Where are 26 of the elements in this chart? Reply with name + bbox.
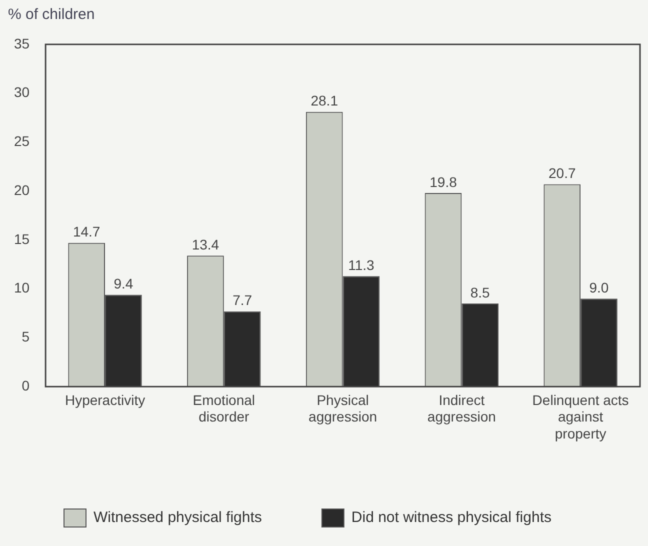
x-tick-label: Hyperactivity (64, 392, 146, 408)
x-tick-label: Physical aggression (308, 392, 378, 425)
data-label: 13.4 (192, 236, 220, 252)
data-label: 20.7 (548, 165, 576, 182)
data-label: 7.7 (232, 292, 252, 308)
data-label: 9.4 (114, 276, 134, 292)
y-tick-label: 20 (14, 182, 30, 198)
data-label: 14.7 (72, 224, 100, 240)
legend-label: Did not witness physical fights (351, 509, 552, 526)
data-label: 19.8 (430, 174, 458, 190)
data-label: 9.0 (589, 279, 609, 296)
data-label: 28.1 (310, 92, 338, 109)
y-tick-label: 10 (14, 280, 30, 296)
y-tick-label: 5 (22, 328, 30, 345)
y-tick-label: 30 (14, 84, 30, 100)
legend-label: Witnessed physical fights (94, 509, 262, 526)
y-axis-title: % of children (8, 6, 95, 23)
x-tick-label: Delinquent acts against property (532, 392, 629, 442)
y-tick-label: 35 (14, 35, 30, 52)
y-tick-label: 25 (14, 133, 30, 150)
y-tick-label: 0 (22, 377, 30, 394)
y-tick-label: 15 (14, 230, 30, 247)
x-tick-label: Emotional disorder (192, 392, 256, 425)
x-tick-label: Indirect aggression (427, 392, 496, 425)
data-label: 8.5 (470, 284, 490, 300)
data-label: 11.3 (348, 256, 375, 273)
